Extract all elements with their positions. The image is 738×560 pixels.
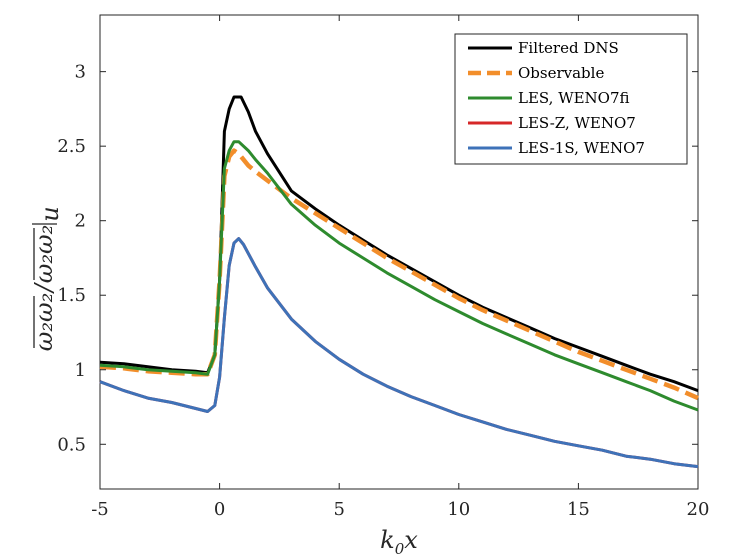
legend-label: Filtered DNS bbox=[518, 39, 619, 57]
series-layer bbox=[99, 95, 699, 469]
axis-layer: -5 0 5 10 15 20 0.5 1 1.5 2 2.5 3 bbox=[57, 15, 709, 520]
x-axis-label-main: k bbox=[380, 526, 395, 554]
x-tick-label: 10 bbox=[447, 499, 470, 520]
series-line-2 bbox=[99, 140, 699, 412]
x-axis-label-tail: x bbox=[404, 526, 418, 554]
x-tick-label: 0 bbox=[214, 499, 225, 520]
y-tick-label: 1 bbox=[75, 360, 86, 381]
y-tick-label: 1.5 bbox=[57, 285, 86, 306]
x-tick-label: 5 bbox=[333, 499, 344, 520]
y-label-subscript: u bbox=[36, 206, 64, 221]
y-tick-label: 0.5 bbox=[57, 434, 86, 455]
x-tick-label: -5 bbox=[91, 499, 109, 520]
legend-label: LES-1S, WENO7 bbox=[518, 139, 645, 157]
y-label-denominator: ω₂ω₂ bbox=[30, 225, 58, 283]
y-tick-label: 2.5 bbox=[57, 136, 86, 157]
series-line-1 bbox=[99, 148, 699, 401]
legend-label: LES-Z, WENO7 bbox=[518, 114, 636, 132]
series-line-4 bbox=[99, 237, 699, 469]
y-label-numerator: ω₂ω₂ bbox=[30, 293, 58, 351]
y-axis-label: ω₂ω₂ / ω₂ω₂ u bbox=[30, 206, 64, 351]
x-axis-label: k0x bbox=[380, 526, 418, 558]
x-tick-label: 20 bbox=[687, 499, 710, 520]
legend: Filtered DNS Observable LES, WENO7fi LES-Z,… bbox=[454, 33, 688, 165]
legend-label: LES, WENO7fi bbox=[518, 89, 630, 107]
x-tick-label: 15 bbox=[567, 499, 590, 520]
y-tick-label: 3 bbox=[75, 62, 86, 83]
y-label-slash: / bbox=[30, 281, 58, 294]
legend-label: Observable bbox=[518, 64, 604, 82]
x-axis-label-sub: 0 bbox=[395, 540, 405, 558]
y-tick-label: 2 bbox=[75, 211, 86, 232]
